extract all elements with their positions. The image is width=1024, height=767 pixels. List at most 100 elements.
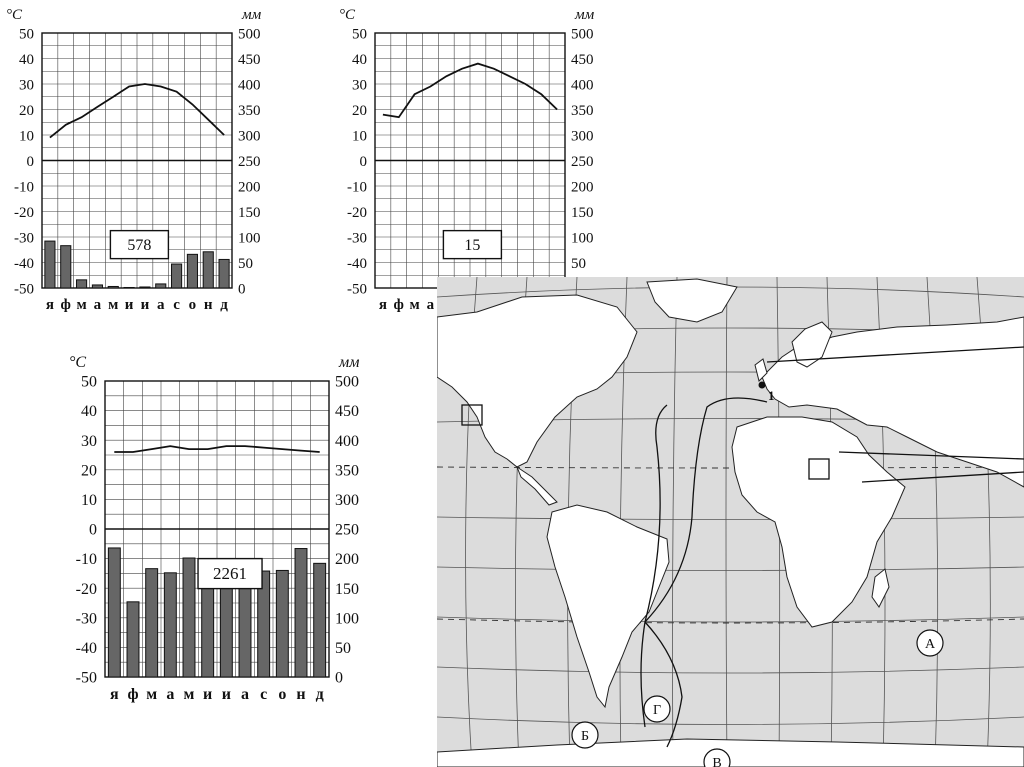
precip-bar: [145, 568, 159, 678]
temp-tick-label: 20: [81, 462, 97, 479]
temp-tick-label: -30: [347, 230, 367, 246]
month-label: а: [241, 686, 249, 703]
precip-tick-label: 500: [571, 26, 594, 42]
temp-tick-label: -40: [76, 640, 97, 657]
month-label: а: [94, 297, 102, 313]
africa: [731, 416, 906, 628]
map-circle-a: А: [916, 629, 944, 657]
svg-text:В: В: [712, 756, 721, 767]
map-routes: [640, 346, 1024, 748]
month-label: ф: [61, 297, 71, 313]
precip-tick-label: 150: [238, 205, 261, 221]
month-label: я: [379, 297, 387, 313]
temp-tick-label: -30: [14, 230, 34, 246]
temp-tick-label: 40: [19, 52, 34, 68]
precip-bar: [186, 253, 198, 289]
precip-bar: [313, 562, 327, 678]
precip-tick-label: 350: [571, 103, 594, 119]
month-label: а: [166, 686, 174, 703]
temp-tick-label: 0: [360, 154, 368, 170]
map-point-1-label: 1: [768, 388, 775, 403]
month-label: м: [146, 686, 157, 703]
precip-bar: [218, 258, 230, 289]
month-label: ф: [394, 297, 404, 313]
precip-total-box: [197, 557, 263, 590]
precip-tick-label: 450: [335, 403, 359, 420]
scandinavia: [791, 321, 833, 368]
temp-tick-label: -20: [76, 581, 97, 598]
svg-text:А: А: [925, 637, 936, 652]
temp-tick-label: 20: [352, 103, 367, 119]
precip-bar: [171, 263, 183, 289]
month-label: с: [173, 297, 180, 313]
precip-bar: [202, 251, 214, 289]
precip-bar: [155, 283, 167, 289]
month-label: д: [316, 686, 324, 703]
precip-unit-label: мм: [338, 354, 359, 371]
temp-tick-label: -10: [76, 551, 97, 568]
month-label: а: [157, 297, 165, 313]
precip-bar: [123, 286, 135, 289]
precip-bar: [91, 284, 103, 289]
precip-bar: [107, 285, 119, 289]
month-label: м: [184, 686, 195, 703]
temp-tick-label: 20: [19, 103, 34, 119]
temp-tick-label: 30: [19, 77, 34, 93]
precip-bar: [76, 279, 88, 289]
precip-tick-label: 400: [571, 77, 594, 93]
precip-tick-label: 150: [335, 581, 359, 598]
precip-tick-label: 250: [571, 154, 594, 170]
world-map: 1 А Б Г В: [437, 277, 1024, 767]
temp-unit-label: °C: [6, 7, 23, 23]
precip-tick-label: 250: [238, 154, 261, 170]
precip-total-label: 578: [127, 237, 151, 254]
eurasia: [761, 316, 1024, 488]
temp-tick-label: -40: [14, 256, 34, 272]
temperature-line: [382, 62, 558, 119]
map-point-1: [758, 381, 766, 389]
precip-bar: [238, 582, 252, 678]
temp-tick-label: 10: [19, 128, 34, 144]
month-label: я: [110, 686, 119, 703]
temp-unit-label: °C: [339, 7, 356, 23]
month-label: и: [141, 297, 150, 313]
svg-text:Г: Г: [653, 703, 661, 718]
map-circle-b: Б: [571, 721, 599, 749]
temp-tick-label: 40: [81, 403, 97, 420]
precip-tick-label: 50: [238, 256, 253, 272]
month-label: о: [189, 297, 197, 313]
precip-tick-label: 450: [571, 52, 594, 68]
north-america: [437, 294, 638, 468]
temp-tick-label: -50: [347, 281, 367, 297]
climate-chart-1: 50403020100-10-20-30-40-5050045040035030…: [6, 7, 262, 313]
precip-total-label: 15: [464, 237, 480, 254]
temp-unit-label: °C: [69, 354, 86, 371]
precip-tick-label: 300: [238, 128, 261, 144]
britain: [754, 358, 768, 382]
precip-tick-label: 100: [571, 230, 594, 246]
temp-tick-label: 10: [352, 128, 367, 144]
temp-tick-label: 50: [81, 374, 97, 391]
temp-tick-label: 50: [19, 26, 34, 42]
temp-tick-label: 0: [89, 522, 97, 539]
month-label: с: [260, 686, 267, 703]
map-marker-square-1: [461, 404, 483, 426]
precip-tick-label: 300: [335, 492, 359, 509]
month-label: д: [220, 297, 228, 313]
precip-tick-label: 200: [238, 179, 261, 195]
precip-tick-label: 150: [571, 205, 594, 221]
temp-tick-label: -50: [14, 281, 34, 297]
month-label: м: [76, 297, 86, 313]
precip-unit-label: мм: [574, 7, 595, 23]
month-label: н: [204, 297, 213, 313]
temp-tick-label: 40: [352, 52, 367, 68]
map-marker-square-2: [808, 458, 830, 480]
month-label: н: [296, 686, 305, 703]
month-label: и: [222, 686, 231, 703]
precip-tick-label: 300: [571, 128, 594, 144]
temp-tick-label: -20: [14, 205, 34, 221]
precip-tick-label: 50: [335, 640, 351, 657]
map-circle-g: Г: [643, 695, 671, 723]
precip-total-label: 2261: [213, 564, 247, 583]
temp-tick-label: -30: [76, 610, 97, 627]
